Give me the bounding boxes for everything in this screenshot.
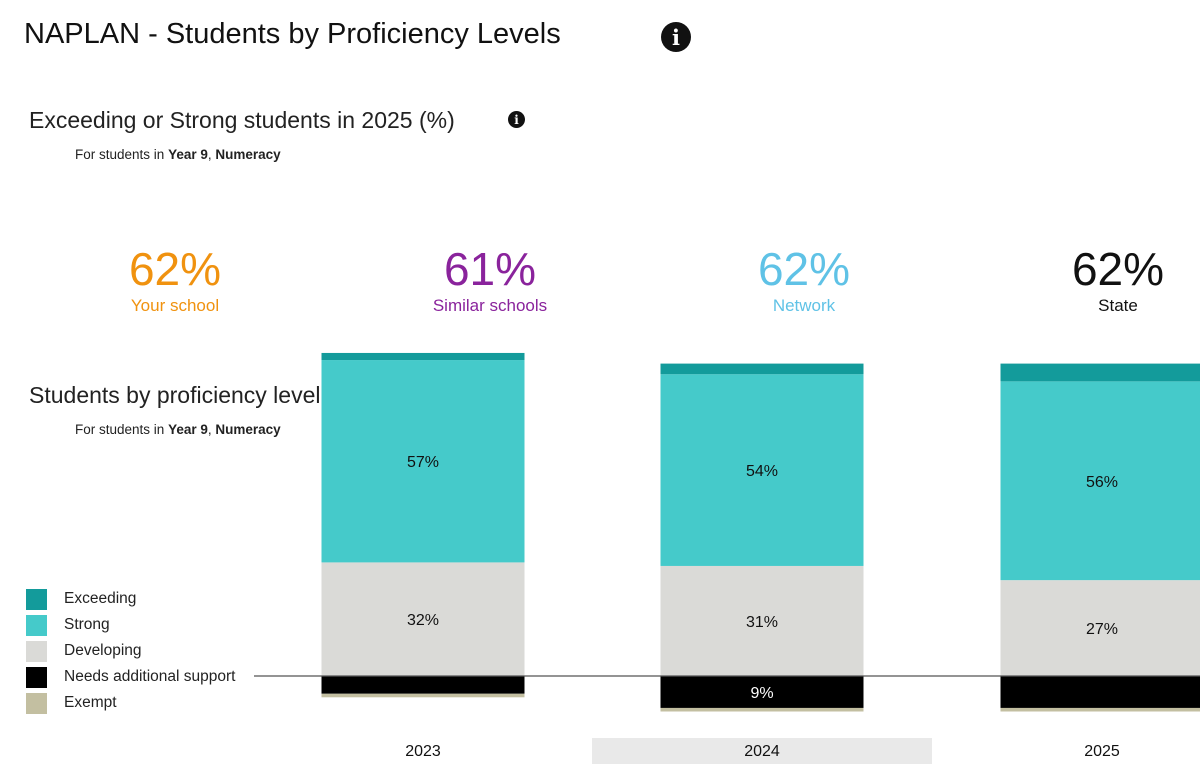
data-label: 9% <box>750 685 773 702</box>
bar-needs-additional-support-2025 <box>1000 676 1200 708</box>
legend-swatch <box>26 588 47 610</box>
proficiency-year: Year 9 <box>168 422 208 437</box>
page-info-icon[interactable]: i <box>661 22 691 52</box>
x-tick-label: 2024 <box>744 743 780 760</box>
proficiency-subtitle-prefix: For students in <box>75 422 165 437</box>
legend-swatch <box>26 640 47 662</box>
bar-strong-2023 <box>321 360 525 563</box>
kpi-value: 62% <box>757 243 851 295</box>
kpi-label: Your school <box>130 296 220 315</box>
bar-developing-2025 <box>1000 580 1200 676</box>
kpi-your-school: 62% Your school <box>55 244 295 316</box>
bar-exceeding-2025 <box>1000 363 1200 382</box>
summary-domain: Numeracy <box>215 147 281 162</box>
kpi-value: 62% <box>128 243 222 295</box>
kpi-similar-schools: 61% Similar schools <box>370 244 610 316</box>
bar-needs-additional-support-2023 <box>321 676 525 694</box>
highlighted-category-band <box>592 738 932 764</box>
legend-label: Exempt <box>64 694 117 711</box>
data-label: 31% <box>746 614 778 631</box>
summary-subtitle: For students in Year 9, Numeracy <box>75 147 281 162</box>
summary-subtitle-prefix: For students in <box>75 147 165 162</box>
bar-strong-2025 <box>1000 381 1200 581</box>
kpi-state: 62% State <box>998 244 1200 316</box>
page-title: NAPLAN - Students by Proficiency Levels <box>24 18 561 50</box>
legend-label: Exceeding <box>64 590 137 607</box>
legend-swatch <box>26 692 47 714</box>
bar-developing-2024 <box>660 565 864 676</box>
data-label: 57% <box>407 454 439 471</box>
legend-item-strong[interactable]: Strong <box>26 614 110 636</box>
proficiency-separator: , <box>207 422 212 437</box>
bar-strong-2024 <box>660 374 864 566</box>
summary-info-icon[interactable]: i <box>508 111 525 128</box>
legend-item-exceeding[interactable]: Exceeding <box>26 588 136 610</box>
proficiency-domain: Numeracy <box>215 422 281 437</box>
kpi-label: State <box>1098 296 1138 315</box>
legend-item-exempt[interactable]: Exempt <box>26 692 117 714</box>
bar-exceeding-2023 <box>321 352 525 361</box>
kpi-value: 62% <box>1071 243 1165 295</box>
legend-item-developing[interactable]: Developing <box>26 640 142 662</box>
kpi-value: 61% <box>443 243 537 295</box>
bar-exempt-2023 <box>321 693 525 698</box>
summary-title: Exceeding or Strong students in 2025 (%) <box>29 107 455 133</box>
x-tick-label: 2023 <box>405 743 441 760</box>
data-label: 56% <box>1086 474 1118 491</box>
bar-developing-2023 <box>321 562 525 676</box>
data-label: 32% <box>407 612 439 629</box>
bar-exceeding-2024 <box>660 363 864 375</box>
summary-year: Year 9 <box>168 147 208 162</box>
legend-swatch <box>26 614 47 636</box>
summary-separator: , <box>207 147 212 162</box>
legend-label: Strong <box>64 616 110 633</box>
bar-exempt-2025 <box>1000 707 1200 712</box>
bar-needs-additional-support-2024 <box>660 676 864 708</box>
x-tick-label: 2025 <box>1084 743 1120 760</box>
kpi-network: 62% Network <box>684 244 924 316</box>
legend-swatch <box>26 666 47 688</box>
legend-label: Needs additional support <box>64 668 236 685</box>
kpi-label: Similar schools <box>432 296 548 315</box>
legend-item-needs-additional-support[interactable]: Needs additional support <box>26 666 235 688</box>
proficiency-title: Students by proficiency level (%) <box>29 382 363 408</box>
kpi-label: Network <box>772 296 836 315</box>
data-label: 27% <box>1086 621 1118 638</box>
legend-label: Developing <box>64 642 142 659</box>
data-label: 54% <box>746 463 778 480</box>
proficiency-subtitle: For students in Year 9, Numeracy <box>75 422 281 437</box>
bar-exempt-2024 <box>660 707 864 712</box>
